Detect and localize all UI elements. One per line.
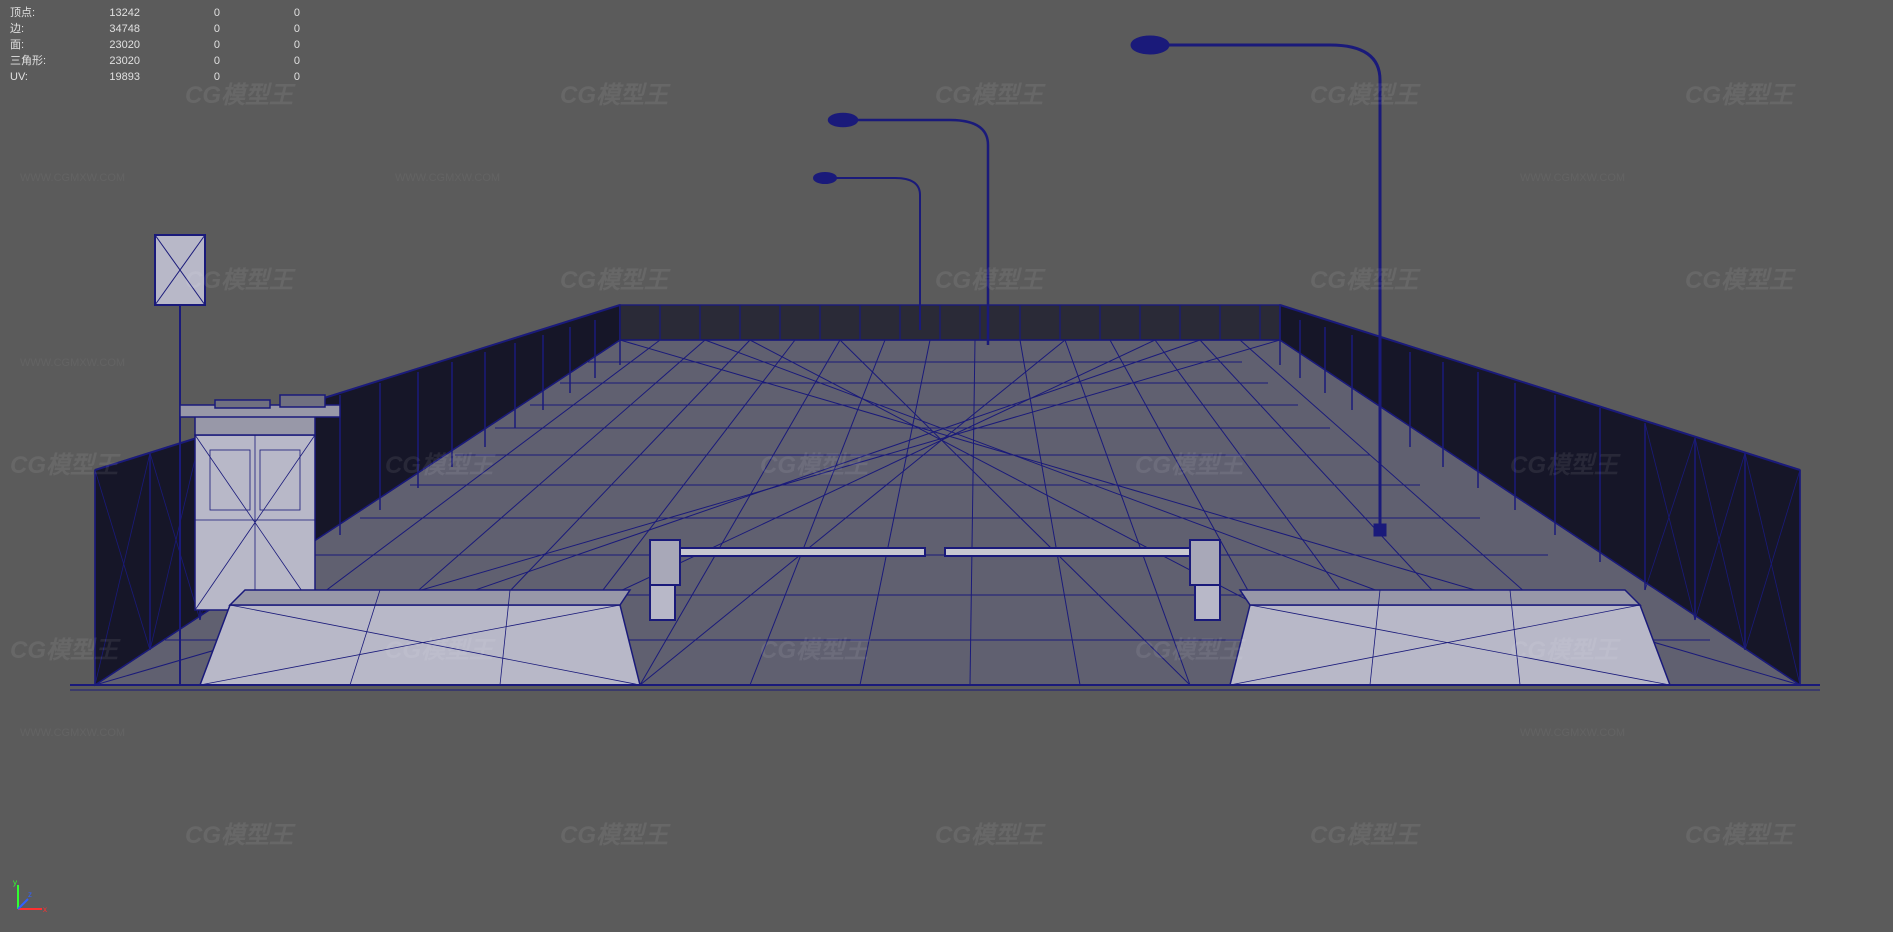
stats-value: 0 bbox=[170, 5, 220, 21]
fence-back bbox=[620, 305, 1280, 340]
stats-label: UV: bbox=[10, 69, 60, 85]
stats-value: 13242 bbox=[90, 5, 140, 21]
stats-value: 0 bbox=[170, 53, 220, 69]
stats-value: 19893 bbox=[90, 69, 140, 85]
stats-value: 23020 bbox=[90, 37, 140, 53]
axis-gizmo[interactable]: y x z bbox=[10, 877, 50, 917]
barrier-right bbox=[1230, 590, 1670, 685]
stats-label: 顶点: bbox=[10, 5, 60, 21]
stats-row: UV: 19893 0 0 bbox=[10, 69, 300, 85]
stats-row: 三角形: 23020 0 0 bbox=[10, 53, 300, 69]
stats-row: 面: 23020 0 0 bbox=[10, 37, 300, 53]
wireframe-scene bbox=[0, 0, 1893, 927]
svg-text:x: x bbox=[43, 905, 47, 914]
stats-value: 0 bbox=[170, 21, 220, 37]
stats-value: 0 bbox=[250, 69, 300, 85]
stats-row: 顶点: 13242 0 0 bbox=[10, 5, 300, 21]
stats-value: 23020 bbox=[90, 53, 140, 69]
stats-label: 三角形: bbox=[10, 53, 60, 69]
barrier-left bbox=[200, 590, 640, 685]
stats-value: 0 bbox=[250, 37, 300, 53]
viewport-3d[interactable] bbox=[0, 0, 1893, 927]
stats-value: 0 bbox=[250, 53, 300, 69]
stats-label: 边: bbox=[10, 21, 60, 37]
stats-value: 0 bbox=[250, 21, 300, 37]
svg-text:z: z bbox=[28, 890, 32, 899]
stats-value: 0 bbox=[170, 69, 220, 85]
svg-text:y: y bbox=[13, 878, 17, 887]
stats-value: 0 bbox=[170, 37, 220, 53]
stats-value: 34748 bbox=[90, 21, 140, 37]
stats-label: 面: bbox=[10, 37, 60, 53]
stats-row: 边: 34748 0 0 bbox=[10, 21, 300, 37]
stats-value: 0 bbox=[250, 5, 300, 21]
stats-panel: 顶点: 13242 0 0 边: 34748 0 0 面: 23020 0 0 … bbox=[10, 5, 300, 85]
